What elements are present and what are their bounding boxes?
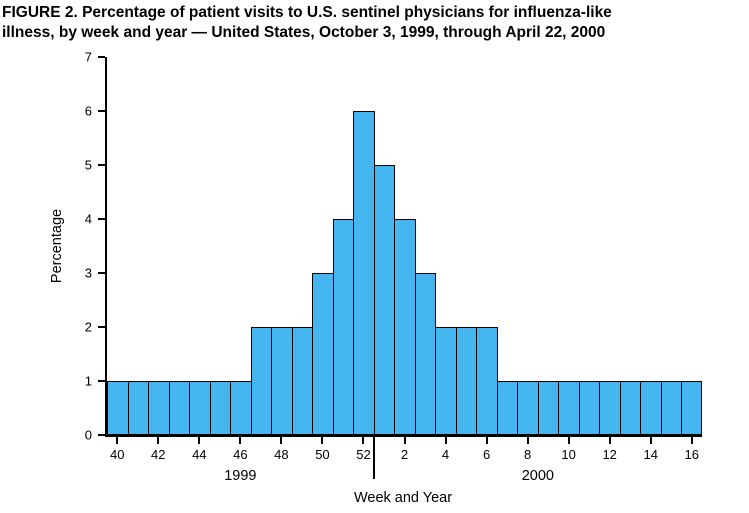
x-tick-label-40: 40 (110, 447, 125, 462)
y-tick-1 (98, 380, 105, 382)
x-tick-label-50: 50 (315, 447, 330, 462)
bar-week-48 (271, 327, 293, 435)
x-tick-label-2: 2 (400, 447, 409, 462)
x-tick-6 (485, 437, 488, 444)
bar-week-1 (373, 165, 396, 435)
y-tick-7 (98, 56, 105, 58)
x-tick-44 (198, 437, 201, 444)
x-tick-48 (280, 437, 283, 444)
x-tick-2 (403, 437, 406, 444)
bar-week-6 (476, 327, 498, 435)
bar-week-16 (681, 381, 702, 435)
x-tick-8 (526, 437, 529, 444)
bar-week-51 (332, 219, 355, 435)
bar-week-9 (537, 381, 560, 435)
x-tick-16 (690, 437, 693, 444)
x-tick-42 (157, 437, 160, 444)
x-tick-label-48: 48 (274, 447, 289, 462)
x-tick-label-16: 16 (684, 447, 699, 462)
x-tick-label-10: 10 (561, 447, 576, 462)
figure-title: FIGURE 2. Percentage of patient visits t… (2, 3, 749, 43)
bar-week-2 (394, 219, 416, 435)
x-tick-label-8: 8 (523, 447, 532, 462)
y-tick-5 (98, 164, 105, 166)
x-tick-label-46: 46 (233, 447, 248, 462)
y-tick-6 (98, 110, 105, 112)
x-tick-50 (321, 437, 324, 444)
bar-week-49 (291, 327, 314, 435)
bar-week-44 (189, 381, 211, 435)
plot-area: 0 1 2 3 4 5 6 7 40 42 44 46 48 50 52 2 4 6 8 10 12 14 16 1999 20… (85, 51, 702, 483)
bar-week-3 (414, 273, 437, 435)
y-tick-label-1: 1 (84, 373, 92, 389)
bar-week-4 (435, 327, 457, 435)
y-tick-label-7: 7 (84, 49, 92, 65)
bar-week-7 (496, 381, 519, 435)
bar-week-13 (619, 381, 642, 435)
y-tick-label-4: 4 (84, 211, 92, 227)
bar-week-40 (107, 381, 129, 435)
x-tick-4 (444, 437, 447, 444)
bar-week-15 (660, 381, 683, 435)
y-tick-2 (98, 326, 105, 328)
x-tick-label-14: 14 (643, 447, 658, 462)
bar-week-14 (640, 381, 662, 435)
bar-week-12 (599, 381, 621, 435)
bar-week-52 (353, 111, 375, 435)
x-tick-label-52: 52 (356, 447, 371, 462)
x-tick-label-4: 4 (441, 447, 450, 462)
x-tick-label-6: 6 (482, 447, 491, 462)
bar-week-50 (312, 273, 334, 435)
year-divider-line (372, 437, 375, 479)
bar-week-47 (250, 327, 273, 435)
x-tick-40 (116, 437, 119, 444)
y-tick-label-6: 6 (84, 103, 92, 119)
x-tick-label-44: 44 (192, 447, 207, 462)
bar-week-10 (558, 381, 580, 435)
bar-week-45 (209, 381, 232, 435)
y-axis-title: Percentage (49, 208, 65, 284)
x-tick-10 (567, 437, 570, 444)
y-tick-3 (98, 272, 105, 274)
bar-week-5 (455, 327, 478, 435)
x-tick-14 (649, 437, 652, 444)
y-tick-label-3: 3 (84, 265, 92, 281)
bar-week-41 (127, 381, 150, 435)
bar-week-11 (578, 381, 601, 435)
y-tick-0 (98, 434, 105, 436)
bar-week-46 (230, 381, 252, 435)
y-tick-4 (98, 218, 105, 220)
bar-week-43 (168, 381, 191, 435)
x-tick-46 (239, 437, 242, 444)
figure-title-line2: illness, by week and year — United State… (2, 24, 606, 41)
bar-week-42 (148, 381, 170, 435)
x-tick-label-12: 12 (602, 447, 617, 462)
year-label-1999: 1999 (224, 468, 257, 484)
x-tick-52 (362, 437, 365, 444)
year-label-2000: 2000 (521, 468, 554, 484)
x-axis-title: Week and Year (353, 490, 453, 506)
x-tick-12 (608, 437, 611, 444)
y-tick-label-0: 0 (84, 427, 92, 443)
y-tick-label-2: 2 (84, 319, 92, 335)
bar-week-8 (517, 381, 539, 435)
figure-title-line1: FIGURE 2. Percentage of patient visits t… (2, 4, 612, 21)
y-tick-label-5: 5 (84, 157, 92, 173)
x-tick-label-42: 42 (151, 447, 166, 462)
